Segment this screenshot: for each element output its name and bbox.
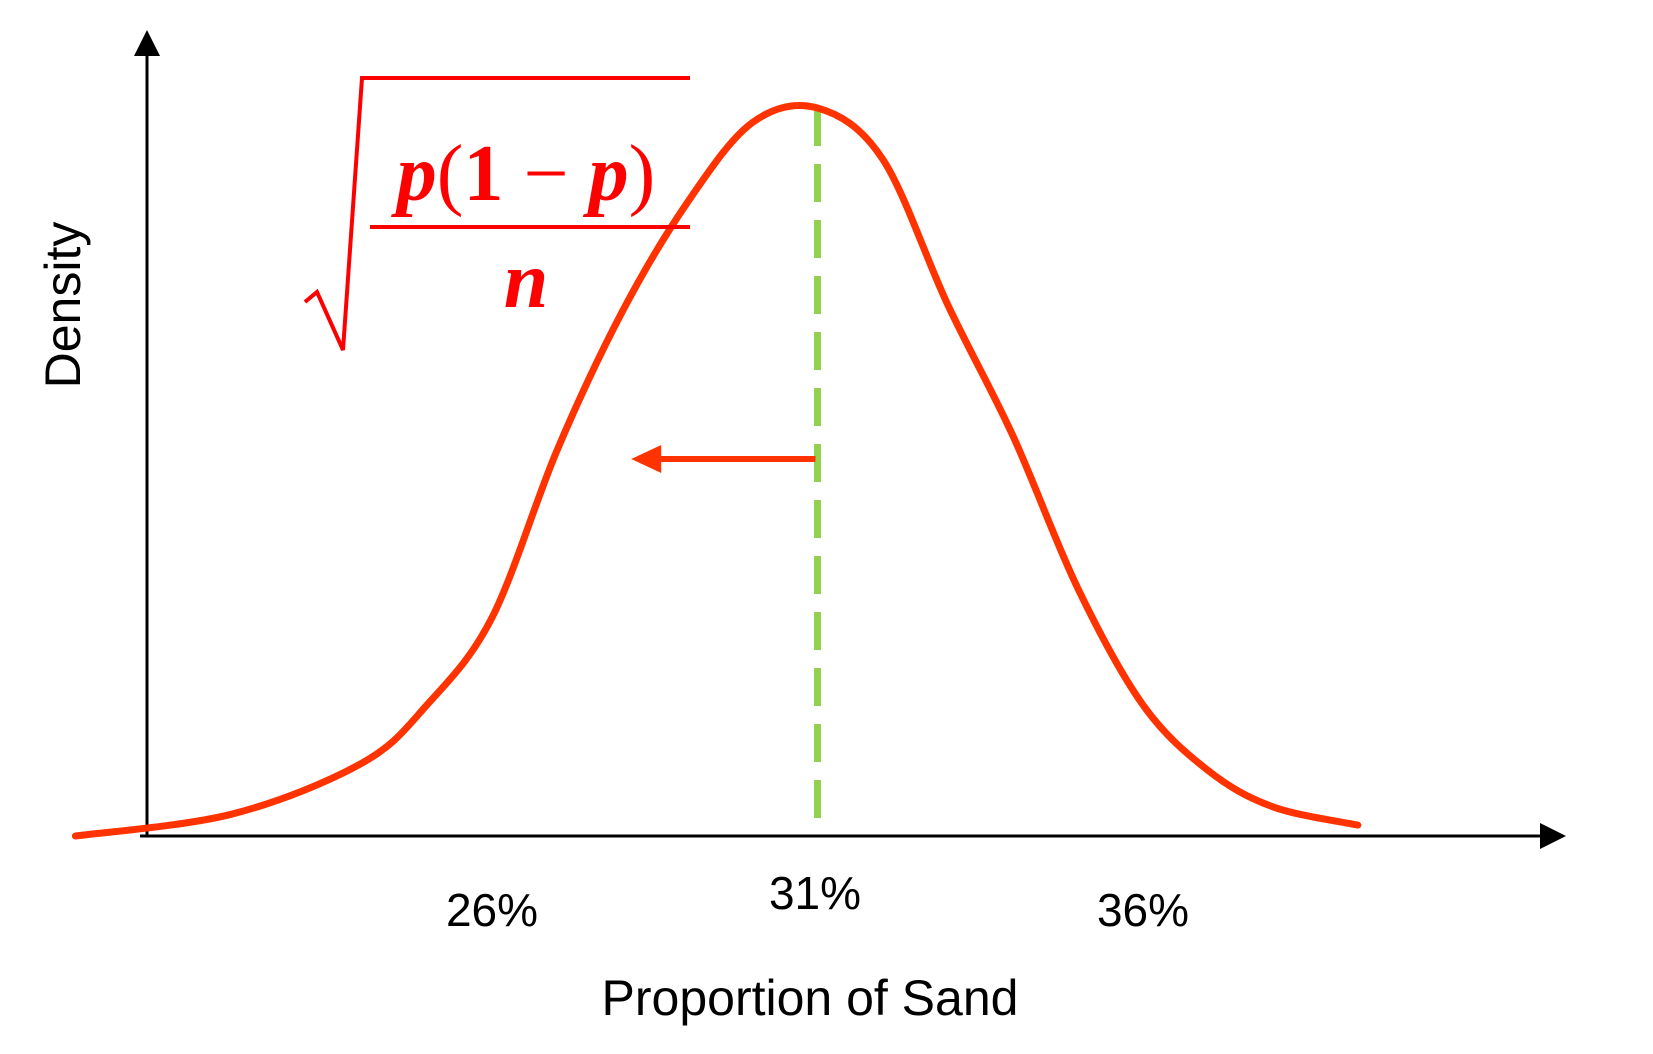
std-formula: p(1 − p) n — [303, 76, 690, 351]
sqrt-sign — [303, 76, 690, 351]
numerator-minus: − — [503, 130, 588, 218]
x-tick-label-36: 36% — [1097, 884, 1189, 936]
std-arrow-head — [631, 445, 662, 473]
x-axis-arrowhead — [1540, 823, 1566, 849]
numerator-close-paren: ) — [629, 130, 656, 218]
formula-numerator: p(1 − p) — [391, 130, 655, 218]
numerator-one: 1 — [463, 130, 503, 218]
x-tick-label-31: 31% — [769, 867, 861, 919]
density-curve — [71, 102, 1362, 840]
x-axis-title: Proportion of Sand — [602, 970, 1019, 1026]
y-axis-title: Density — [35, 222, 91, 389]
formula-denominator: n — [504, 237, 549, 325]
std-arrow — [631, 445, 816, 473]
x-tick-labels: 26% 31% 36% — [446, 867, 1189, 936]
numerator-p2: p — [583, 130, 629, 218]
axes — [134, 30, 1566, 849]
numerator-p1: p — [391, 130, 437, 218]
numerator-open-paren: ( — [437, 130, 464, 218]
x-tick-label-26: 26% — [446, 884, 538, 936]
y-axis-arrowhead — [134, 30, 160, 56]
